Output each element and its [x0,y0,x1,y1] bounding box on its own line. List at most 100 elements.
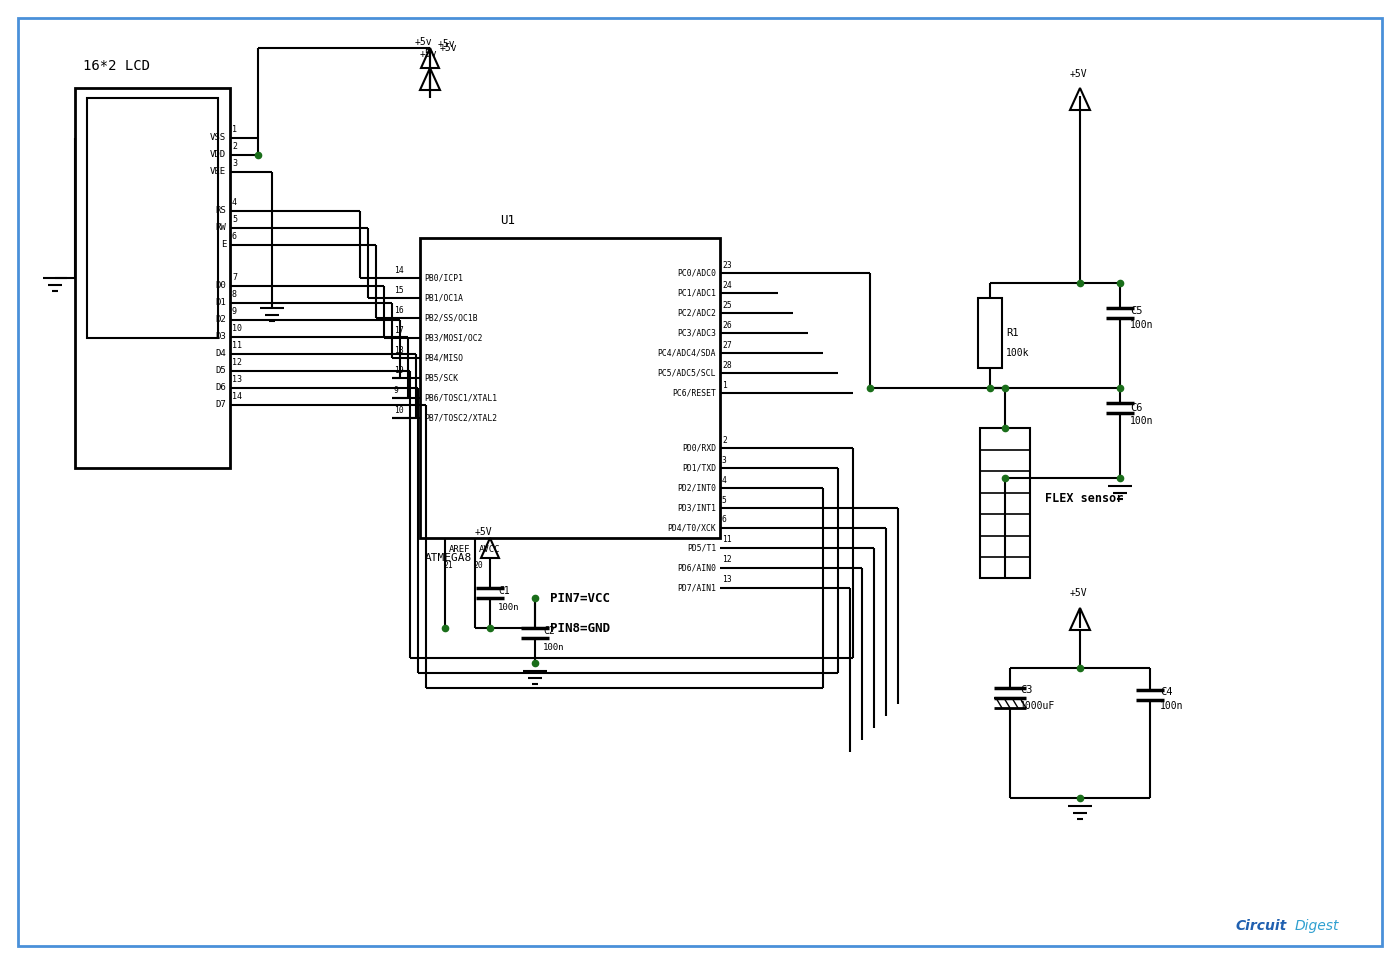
Text: 100n: 100n [1161,701,1183,711]
Text: PIN7=VCC: PIN7=VCC [550,591,610,604]
Text: 12: 12 [722,556,732,564]
Text: 14: 14 [393,265,403,275]
Text: D6: D6 [216,382,225,392]
Text: C6: C6 [1130,403,1142,413]
Text: C4: C4 [1161,687,1173,697]
Text: D7: D7 [216,399,225,408]
Text: PC5/ADC5/SCL: PC5/ADC5/SCL [658,369,715,377]
Text: PC0/ADC0: PC0/ADC0 [678,268,715,278]
Text: 9: 9 [393,385,399,395]
Text: 100n: 100n [543,644,564,652]
Text: 28: 28 [722,360,732,370]
Text: VEE: VEE [210,167,225,175]
Text: +5v: +5v [438,39,455,49]
Text: Digest: Digest [1295,919,1340,933]
Text: 27: 27 [722,340,732,350]
Text: C5: C5 [1130,306,1142,316]
Text: 17: 17 [393,326,403,334]
Text: PD2/INT0: PD2/INT0 [678,484,715,492]
Text: PC6/RESET: PC6/RESET [672,389,715,398]
Bar [979,298,1002,368]
Text: 11: 11 [722,536,732,544]
Text: 14: 14 [232,392,242,400]
Text: 10: 10 [393,405,403,415]
Text: +5V: +5V [1070,69,1088,79]
Text: C1: C1 [498,586,510,596]
Text: 23: 23 [722,261,732,269]
Text: PB7/TOSC2/XTAL2: PB7/TOSC2/XTAL2 [424,414,497,422]
Text: ATMEGA8: ATMEGA8 [426,553,472,563]
Text: 13: 13 [722,576,732,584]
Text: 1: 1 [722,380,727,390]
Bar [76,88,230,468]
Text: D0: D0 [216,281,225,289]
Text: PD7/AIN1: PD7/AIN1 [678,583,715,592]
Text: AVCC: AVCC [479,545,501,555]
Text: +5v: +5v [440,43,458,53]
Text: 13: 13 [232,375,242,383]
Text: RS: RS [216,206,225,215]
Text: 10: 10 [232,324,242,332]
Text: PB5/SCK: PB5/SCK [424,374,458,382]
Text: D2: D2 [216,314,225,324]
Text: VDD: VDD [210,149,225,158]
Text: AREF: AREF [449,545,470,555]
Text: 6: 6 [232,232,237,240]
Text: 3: 3 [232,158,237,168]
Text: 5: 5 [232,215,237,223]
Text: PC3/ADC3: PC3/ADC3 [678,329,715,337]
Bar [87,98,218,338]
Text: PC2/ADC2: PC2/ADC2 [678,308,715,317]
Text: C3: C3 [1021,685,1033,695]
Text: D4: D4 [216,349,225,357]
Bar [420,238,720,538]
Text: PB4/MISO: PB4/MISO [424,354,463,362]
Text: 3: 3 [722,455,727,465]
Text: PD0/RXD: PD0/RXD [682,444,715,452]
Text: 24: 24 [722,281,732,289]
Text: PB0/ICP1: PB0/ICP1 [424,273,463,283]
Text: 19: 19 [393,366,403,375]
Text: PB2/SS/OC1B: PB2/SS/OC1B [424,313,477,323]
Text: 4: 4 [722,475,727,485]
Text: 1: 1 [232,125,237,133]
Text: 9: 9 [232,307,237,315]
Text: Circuit: Circuit [1235,919,1287,933]
Text: D3: D3 [216,331,225,340]
Text: 1000uF: 1000uF [1021,701,1056,711]
Text: PB1/OC1A: PB1/OC1A [424,293,463,303]
Text: 20: 20 [473,561,483,571]
Text: +5V: +5V [1070,588,1088,598]
Text: 21: 21 [442,561,452,571]
Text: D5: D5 [216,366,225,375]
Text: 18: 18 [393,346,403,354]
Text: PB3/MOSI/OC2: PB3/MOSI/OC2 [424,333,483,343]
Text: 6: 6 [722,515,727,524]
Text: +5v: +5v [414,37,433,47]
Bar [980,428,1030,578]
Text: PD5/T1: PD5/T1 [687,543,715,553]
Text: 16*2 LCD: 16*2 LCD [83,59,150,73]
Text: PIN8=GND: PIN8=GND [550,622,610,634]
Text: 2: 2 [232,142,237,150]
Text: 26: 26 [722,321,732,330]
Text: PC1/ADC1: PC1/ADC1 [678,288,715,298]
Text: PB6/TOSC1/XTAL1: PB6/TOSC1/XTAL1 [424,394,497,402]
Text: PD6/AIN0: PD6/AIN0 [678,563,715,573]
Text: VSS: VSS [210,132,225,142]
Text: FLEX sensor: FLEX sensor [1044,491,1123,505]
Text: C2: C2 [543,626,554,636]
Text: 15: 15 [393,285,403,294]
Text: 11: 11 [232,340,242,350]
Text: E: E [221,240,225,248]
Text: R1: R1 [1007,328,1019,338]
Text: 4: 4 [232,197,237,207]
Text: U1: U1 [500,214,515,226]
Text: 100n: 100n [498,604,519,612]
Text: PD3/INT1: PD3/INT1 [678,504,715,513]
Text: 25: 25 [722,301,732,309]
Text: PD1/TXD: PD1/TXD [682,464,715,472]
Text: 12: 12 [232,357,242,367]
Text: RW: RW [216,222,225,232]
Text: 100n: 100n [1130,416,1154,426]
